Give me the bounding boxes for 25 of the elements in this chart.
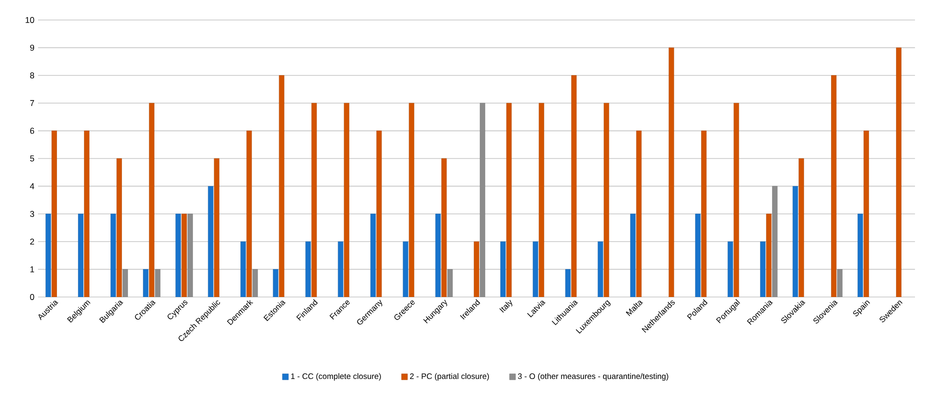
bar bbox=[701, 130, 707, 297]
bar bbox=[246, 130, 252, 297]
bar bbox=[84, 130, 90, 297]
y-tick-label: 5 bbox=[30, 156, 34, 162]
y-tick-label: 8 bbox=[30, 72, 34, 78]
y-tick-label: 0 bbox=[30, 294, 34, 300]
bar bbox=[311, 102, 317, 297]
bar bbox=[344, 102, 350, 297]
y-tick-label: 7 bbox=[30, 100, 34, 106]
y-tick-label: 1 bbox=[30, 266, 34, 272]
bar bbox=[149, 102, 154, 297]
bar bbox=[864, 130, 869, 297]
y-tick-label: 9 bbox=[30, 44, 34, 51]
bar bbox=[831, 75, 836, 297]
y-tick-label: 3 bbox=[30, 210, 34, 217]
bar bbox=[52, 130, 57, 297]
bar bbox=[896, 48, 902, 297]
y-tick-label: 6 bbox=[30, 128, 34, 134]
bar bbox=[278, 75, 284, 297]
bar bbox=[636, 130, 642, 297]
bar bbox=[668, 48, 674, 297]
y-tick-label: 2 bbox=[30, 238, 34, 245]
y-tick-label: 4 bbox=[30, 183, 34, 190]
bar bbox=[734, 102, 740, 297]
y-tick-label: 10 bbox=[26, 17, 34, 23]
